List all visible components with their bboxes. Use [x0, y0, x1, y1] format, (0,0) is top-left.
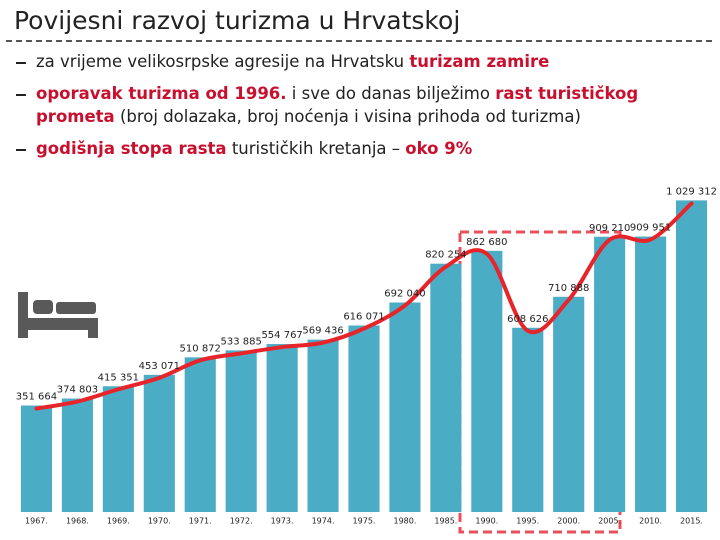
x-tick-label: 1973. [271, 517, 294, 526]
bar [102, 386, 134, 512]
value-label: 510 872 [180, 343, 221, 354]
value-label: 533 885 [220, 336, 261, 347]
x-tick-label: 2000. [557, 517, 580, 526]
x-tick-label: 1975. [353, 517, 376, 526]
value-label: 909 951 [630, 223, 671, 234]
value-label: 820 254 [425, 250, 466, 261]
x-tick-label: 1972. [230, 517, 253, 526]
bullet: oporavak turizma od 1996. i sve do danas… [14, 82, 704, 128]
value-label: 710 888 [548, 283, 589, 294]
x-tick-label: 1995. [516, 517, 539, 526]
value-label: 862 680 [466, 237, 507, 248]
value-label: 692 040 [384, 289, 425, 300]
value-label: 569 436 [302, 326, 343, 337]
value-label: 453 071 [139, 361, 180, 372]
bar [184, 357, 216, 512]
bar [635, 236, 667, 512]
value-label: 616 071 [343, 311, 384, 322]
bar [675, 200, 708, 513]
bar [20, 405, 53, 512]
bar [307, 339, 339, 512]
value-label: 909 210 [589, 223, 630, 234]
bar [61, 398, 93, 512]
bullet-text: oporavak turizma od 1996. [36, 84, 287, 103]
x-tick-label: 1974. [312, 517, 335, 526]
x-tick-label: 1968. [66, 517, 89, 526]
value-label: 554 767 [261, 330, 302, 341]
bar [143, 374, 175, 512]
value-label: 351 664 [16, 392, 57, 403]
bullet: godišnja stopa rasta turističkih kretanj… [14, 137, 704, 160]
bullet-text: turističkih kretanja – [226, 139, 406, 158]
bar [471, 250, 503, 512]
x-tick-label: 1985. [434, 517, 457, 526]
bar [225, 350, 257, 512]
trend-line [34, 201, 694, 411]
value-label: 415 351 [98, 372, 139, 383]
bar [430, 263, 462, 512]
bar [553, 296, 585, 512]
bar [594, 236, 626, 513]
x-tick-label: 1990. [475, 517, 498, 526]
x-tick-label: 2010. [639, 517, 662, 526]
bullet-list: za vrijeme velikosrpske agresije na Hrva… [14, 50, 704, 169]
x-tick-label: 2015. [680, 517, 703, 526]
x-tick-label: 1967. [25, 517, 48, 526]
x-tick-label: 1980. [393, 517, 416, 526]
x-tick-label: 1971. [189, 517, 212, 526]
bullet-text: oko 9% [405, 139, 473, 158]
bar [512, 327, 544, 512]
x-tick-label: 2005. [598, 517, 621, 526]
x-tick-label: 1969. [107, 517, 130, 526]
bar [266, 344, 298, 512]
bar [348, 325, 380, 512]
x-tick-label: 1970. [148, 517, 171, 526]
bullet-text: turizam zamire [409, 52, 550, 71]
value-label: 608 626 [507, 314, 548, 325]
bullet-text: (broj dolazaka, broj noćenja i visina pr… [114, 107, 581, 126]
bullet-text: rast turističkog prometa [36, 84, 639, 126]
bullet-text: godišnja stopa rasta [36, 139, 227, 158]
bar [389, 302, 421, 512]
bullet: za vrijeme velikosrpske agresije na Hrva… [14, 50, 704, 73]
bed-icon [18, 292, 98, 338]
value-label: 374 803 [57, 385, 98, 396]
title-rule [6, 40, 712, 42]
bullet-text: za vrijeme velikosrpske agresije na Hrva… [36, 52, 410, 71]
slide-title: Povijesni razvoj turizma u Hrvatskoj [14, 6, 461, 35]
value-label: 1 029 312 [666, 186, 717, 197]
bullet-text: i sve do danas bilježimo [286, 84, 496, 103]
